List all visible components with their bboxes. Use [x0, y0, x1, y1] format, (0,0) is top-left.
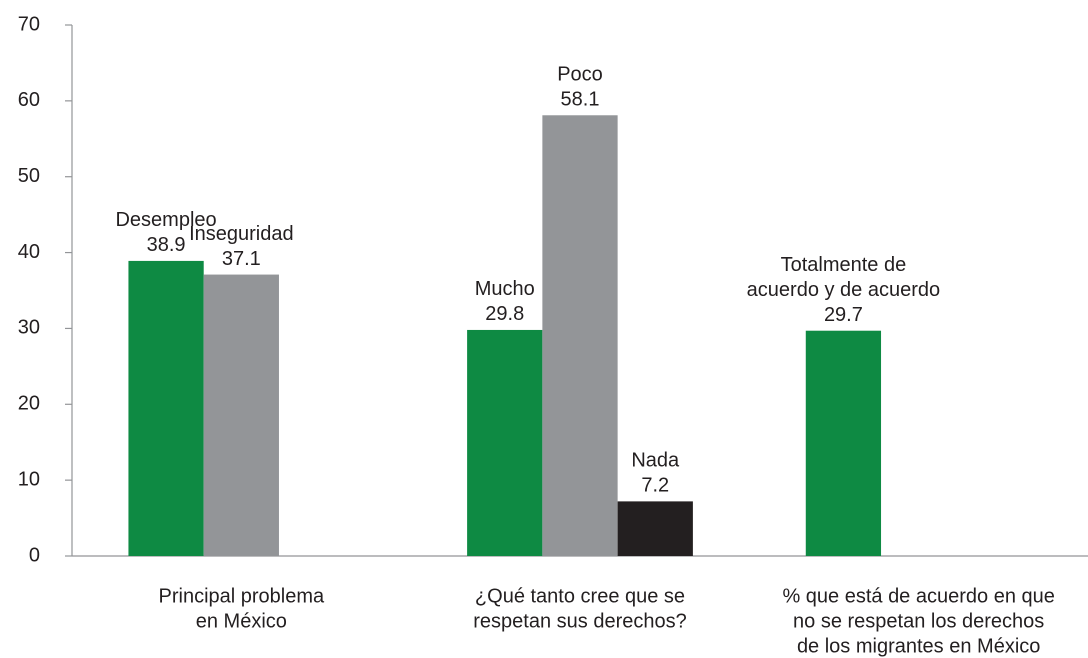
y-tick-label: 50 — [18, 165, 40, 187]
bar — [542, 115, 618, 557]
value-label: 58.1 — [561, 89, 600, 111]
y-tick-label: 20 — [18, 393, 40, 415]
value-label: 38.9 — [147, 234, 186, 256]
bar-name-label: Poco — [557, 64, 603, 86]
bar-name-label: Mucho — [475, 278, 535, 300]
x-tick-label: Principal problema — [159, 585, 326, 607]
bar-name-label: Totalmente de — [781, 254, 907, 276]
bar — [203, 274, 279, 556]
x-tick-label: respetan sus derechos? — [473, 610, 686, 632]
bar — [128, 260, 204, 556]
bar — [617, 501, 693, 556]
bar-name-label: acuerdo y de acuerdo — [747, 279, 940, 301]
x-tick-label: no se respetan los derechos — [793, 610, 1044, 632]
bar-name-label: Nada — [631, 450, 680, 472]
y-tick-label: 70 — [18, 13, 40, 35]
value-label: 29.7 — [824, 304, 863, 326]
y-tick-label: 10 — [18, 468, 40, 490]
y-tick-label: 60 — [18, 89, 40, 111]
x-tick-label: ¿Qué tanto cree que se — [475, 585, 685, 607]
x-tick-label: de los migrantes en México — [797, 635, 1040, 657]
x-tick-label: % que está de acuerdo en que — [782, 585, 1054, 607]
y-tick-label: 40 — [18, 241, 40, 263]
y-tick-label: 0 — [29, 544, 40, 566]
x-tick-label: en México — [196, 610, 287, 632]
value-label: 7.2 — [641, 475, 669, 497]
value-label: 37.1 — [222, 248, 261, 270]
value-label: 29.8 — [485, 303, 524, 325]
y-tick-label: 30 — [18, 317, 40, 339]
bar-name-label: Inseguridad — [189, 223, 294, 245]
bar-name-label: Desempleo — [115, 209, 216, 231]
bar — [805, 330, 882, 556]
bar — [467, 329, 543, 556]
